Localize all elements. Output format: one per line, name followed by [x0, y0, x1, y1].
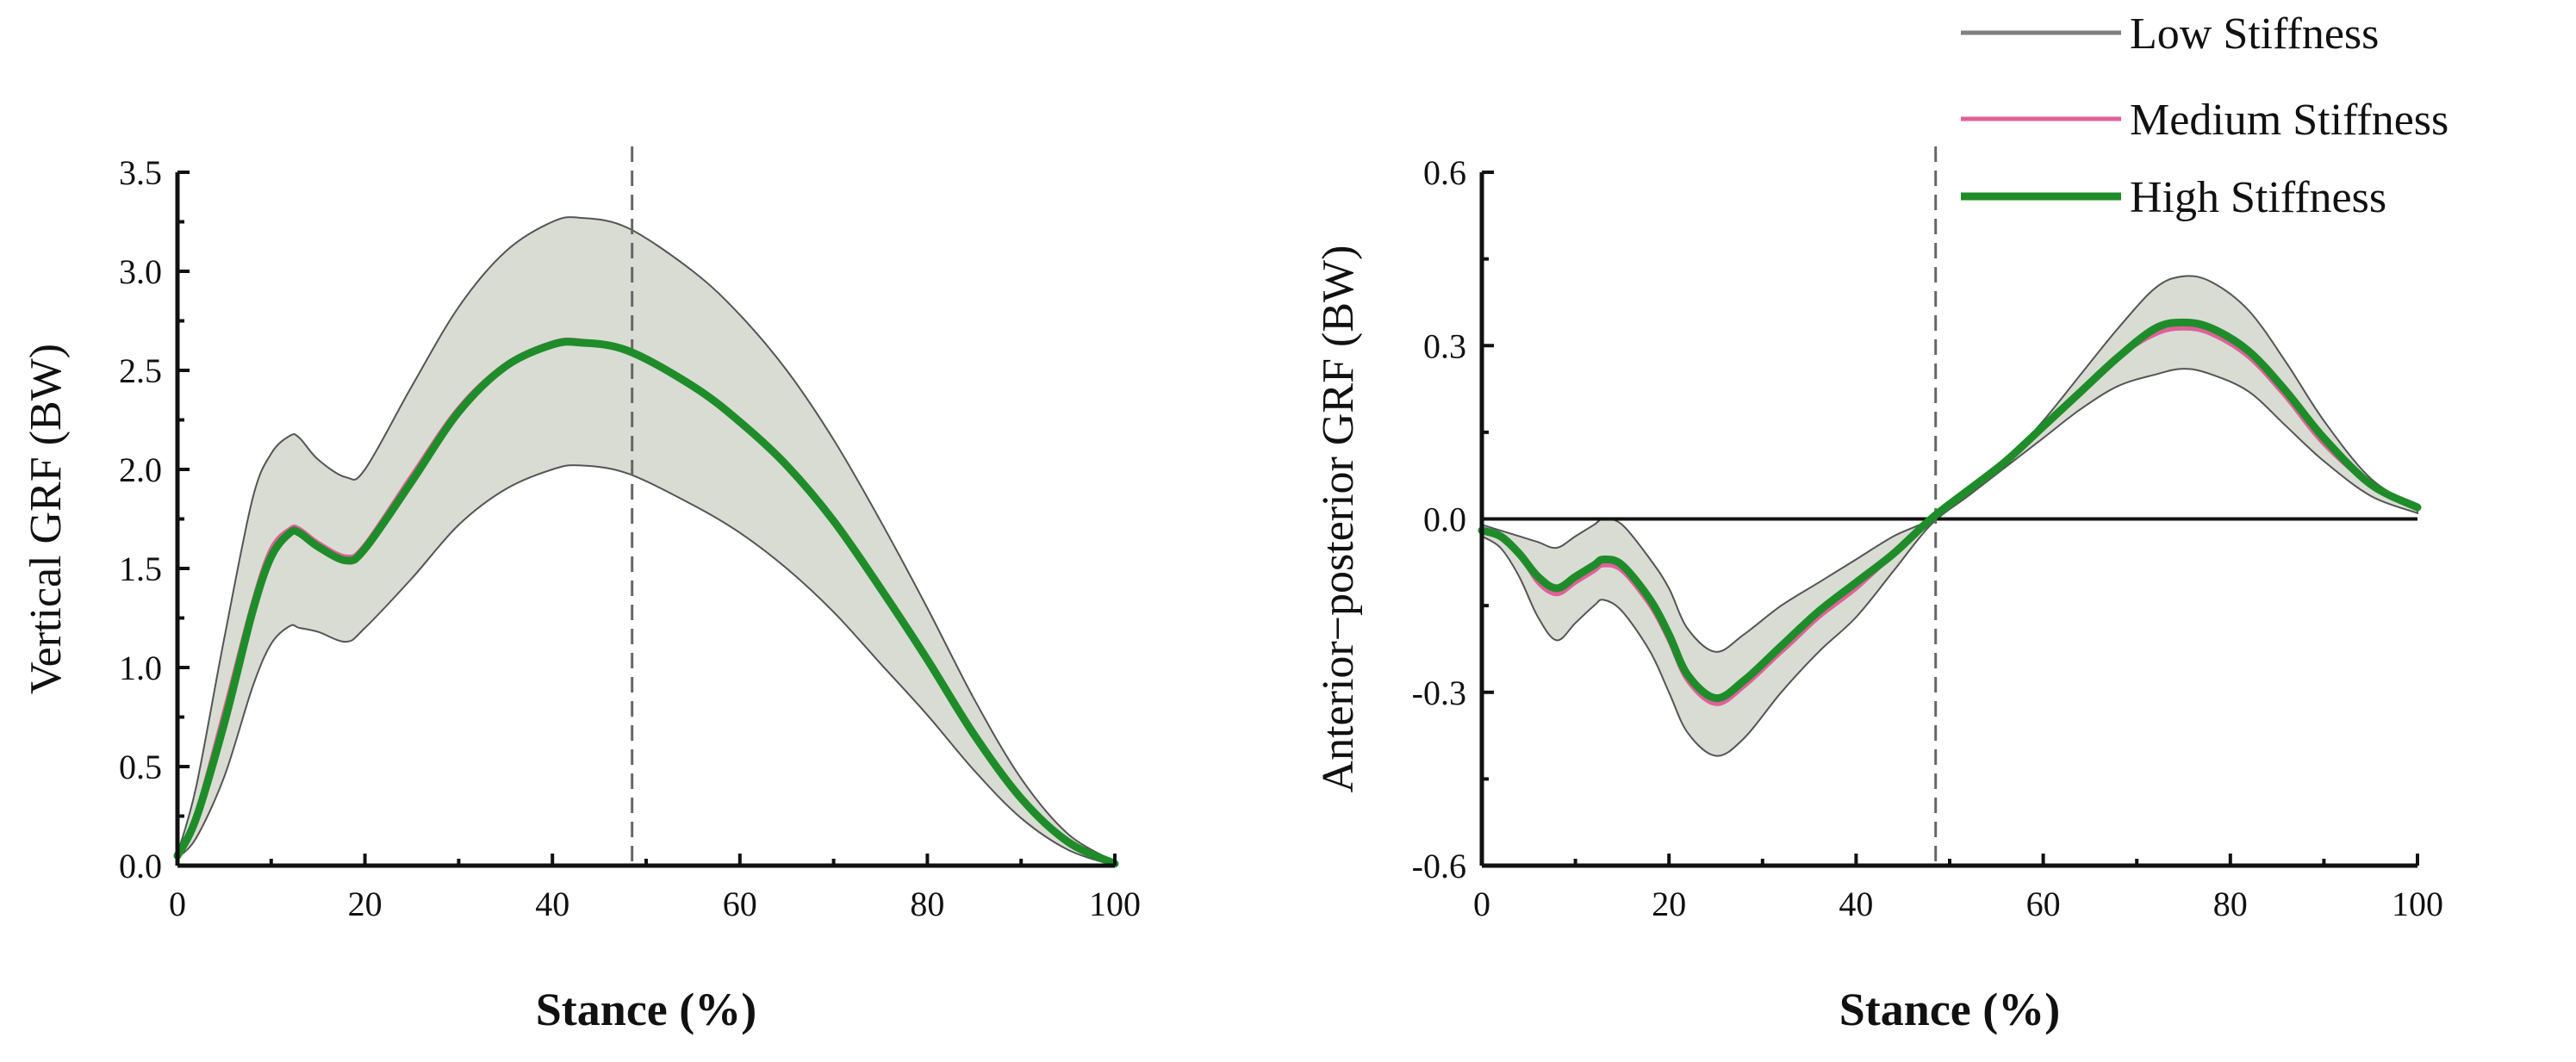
vertical-grf-x-tick-label: 40: [535, 885, 569, 923]
vertical-grf-x-tick-label: 20: [348, 885, 383, 923]
ap-grf-y-ticks: -0.6 -0.3 0.0 0.3 0.6: [1412, 153, 1494, 885]
ap-grf-y-tick-label: -0.3: [1412, 674, 1466, 712]
ap-grf-x-tick-label: 60: [2026, 885, 2061, 923]
vertical-grf-y-tick-label: 0.0: [119, 847, 162, 885]
ap-grf-x-tick-label: 100: [2392, 885, 2443, 923]
ap-grf-x-tick-label: 0: [1473, 885, 1490, 923]
ap-grf-x-tick-label: 40: [1839, 885, 1873, 923]
vertical-grf-y-tick-label: 2.0: [119, 450, 162, 489]
vertical-grf-y-tick-label: 1.5: [119, 550, 162, 588]
ap-grf-y-tick-label: 0.3: [1423, 326, 1466, 365]
ap-grf-y-axis-title: Anterior−posterior GRF (BW): [1314, 245, 1363, 793]
vertical-grf-series-high-stiffness: [173, 338, 1119, 868]
vertical-grf-x-tick-label: 100: [1089, 885, 1141, 923]
ap-grf-series-medium-stiffness: [1479, 326, 2420, 706]
legend-label-medium-stiffness: Medium Stiffness: [2130, 96, 2448, 145]
ap-grf-y-tick-label: 0.0: [1423, 500, 1466, 539]
ap-grf-series-high-stiffness: [1478, 318, 2422, 703]
ap-grf-x-axis-title: Stance (%): [1839, 984, 2060, 1035]
vertical-grf-x-tick-label: 0: [169, 885, 186, 923]
vertical-grf-y-axis-title: Vertical GRF (BW): [22, 344, 71, 694]
vertical-grf-y-tick-label: 3.5: [119, 153, 162, 192]
vertical-grf-y-tick-label: 0.5: [119, 748, 162, 786]
vertical-grf-y-tick-label: 2.5: [119, 351, 162, 390]
vertical-grf-y-ticks: 0.0 0.5 1.0 1.5 2.0 2.5 3.0 3.5: [119, 153, 190, 885]
legend-label-high-stiffness: High Stiffness: [2130, 173, 2386, 222]
ap-grf-band: [1481, 275, 2418, 757]
ap-grf-x-tick-label: 20: [1652, 885, 1686, 923]
vertical-grf-x-axis-title: Stance (%): [536, 984, 756, 1035]
vertical-grf-y-tick-label: 3.0: [119, 252, 162, 291]
vertical-grf-y-tick-label: 1.0: [119, 649, 162, 687]
legend: Low Stiffness Medium Stiffness High Stif…: [1961, 9, 2448, 222]
ap-grf-y-tick-label: 0.6: [1423, 153, 1466, 192]
vertical-grf-x-ticks: 0 20 40 60 80 100: [169, 854, 1141, 923]
ap-grf-x-tick-label: 80: [2213, 885, 2248, 923]
vertical-grf-x-tick-label: 60: [723, 885, 757, 923]
vertical-grf-x-tick-label: 80: [910, 885, 944, 923]
vertical-grf-series-group: [173, 337, 1119, 868]
ap-grf-series-group: [1478, 318, 2422, 706]
ap-grf-x-ticks: 0 20 40 60 80 100: [1473, 854, 2443, 923]
ap-grf-y-tick-label: -0.6: [1412, 847, 1466, 885]
legend-label-low-stiffness: Low Stiffness: [2130, 9, 2379, 59]
ap-grf-chart: 0 20 40 60 80 100 -0.6 -0.3 0.0 0.3 0.6 Stance (%…: [1314, 146, 2443, 1035]
vertical-grf-chart: 0 20 40 60 80 100 0.0 0.5 1.0 1.5 2.0 2.5 3.0 3.5 St…: [22, 146, 1141, 1035]
